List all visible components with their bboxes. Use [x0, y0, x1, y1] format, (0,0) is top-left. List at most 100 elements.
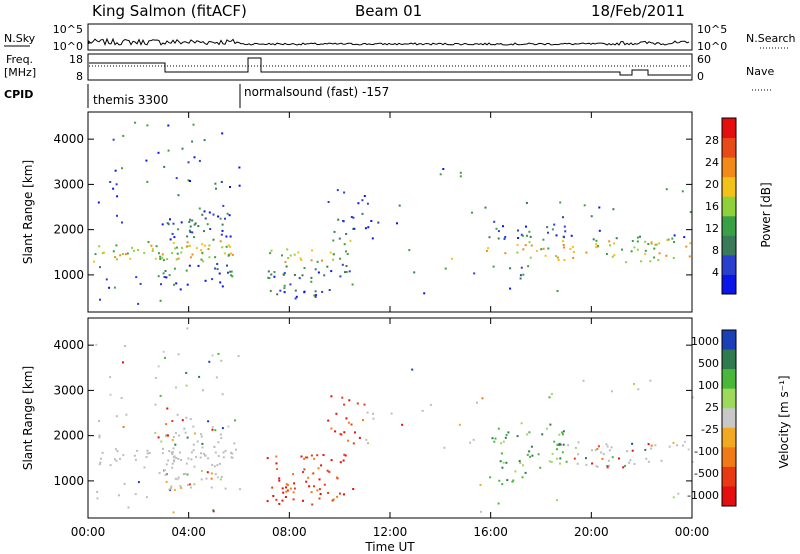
power-point: [598, 229, 601, 232]
velocity-point: [96, 497, 99, 500]
velocity-point: [677, 492, 680, 495]
velocity-point: [230, 456, 233, 459]
velocity-point: [124, 345, 127, 348]
velocity-point: [556, 457, 558, 460]
power-point: [540, 248, 543, 251]
power-point: [227, 254, 230, 257]
velocity-point: [174, 432, 177, 434]
velocity-point: [502, 461, 505, 464]
velocity-point: [318, 488, 321, 491]
power-point: [269, 252, 272, 255]
velocity-point: [207, 457, 210, 460]
velocity-point: [234, 419, 236, 422]
power-point: [350, 216, 353, 218]
power-point: [316, 260, 319, 263]
velocity-point: [327, 419, 330, 422]
velocity-point: [476, 401, 478, 404]
power-point: [683, 236, 686, 239]
velocity-point: [319, 493, 322, 495]
power-point: [212, 213, 215, 216]
power-point: [231, 275, 234, 278]
power-point: [171, 232, 174, 235]
power-point: [227, 271, 229, 274]
velocity-point: [221, 427, 224, 430]
power-point: [332, 253, 335, 256]
power-point: [413, 271, 416, 274]
power-point: [495, 227, 498, 230]
power-point: [633, 246, 636, 249]
velocity-point: [122, 454, 125, 457]
velocity-point: [162, 447, 164, 450]
power-point: [200, 258, 203, 261]
power-point: [198, 207, 201, 210]
velocity-point: [183, 427, 186, 430]
velocity-point: [601, 457, 604, 460]
velocity-point: [115, 415, 118, 418]
power-point: [289, 283, 292, 286]
velocity-point: [96, 490, 99, 493]
power-point: [563, 246, 565, 249]
power-point: [121, 253, 124, 255]
power-point: [105, 278, 108, 281]
velocity-point: [154, 377, 157, 379]
power-point: [665, 188, 668, 191]
colorbar-swatch: [722, 215, 736, 236]
power-point: [563, 225, 566, 228]
power-point: [345, 233, 348, 235]
power-point: [595, 239, 598, 242]
freq-right-tick-bottom: 0: [697, 70, 704, 83]
power-point: [159, 258, 162, 260]
power-point: [197, 225, 200, 228]
power-point: [195, 247, 198, 250]
velocity-point: [577, 441, 580, 444]
velocity-point: [691, 396, 694, 399]
power-point: [230, 270, 233, 273]
velocity-point: [577, 453, 580, 456]
power-point: [528, 241, 531, 244]
power-point: [151, 250, 154, 252]
colorbar-tick-label: 12: [705, 222, 719, 235]
power-point: [208, 256, 211, 259]
power-point: [649, 260, 652, 263]
velocity-point: [347, 439, 349, 442]
power-point: [596, 245, 599, 248]
velocity-point: [200, 470, 203, 472]
power-point: [595, 246, 598, 249]
velocity-point: [576, 462, 579, 465]
power-point: [657, 259, 660, 262]
y-tick-label: 3000: [53, 383, 84, 397]
velocity-point: [184, 472, 187, 475]
colorbar-tick-label: -1000: [687, 489, 719, 502]
velocity-point: [119, 457, 121, 460]
velocity-point: [594, 449, 597, 452]
freq-trace: [89, 57, 691, 76]
velocity-point: [629, 459, 632, 462]
velocity-point: [628, 461, 631, 464]
colorbar-swatch: [722, 176, 736, 197]
velocity-point: [164, 356, 166, 359]
velocity-point: [458, 423, 461, 426]
velocity-point: [328, 470, 331, 473]
velocity-y-ticks: 1000 2000 3000 4000: [53, 338, 692, 488]
power-point: [665, 254, 668, 257]
power-point: [98, 245, 101, 248]
velocity-point: [343, 493, 345, 496]
power-point: [124, 253, 127, 256]
power-point: [283, 291, 286, 294]
velocity-point: [596, 466, 599, 468]
velocity-point: [180, 487, 183, 489]
freq-label-2: [MHz]: [4, 66, 36, 79]
power-point: [556, 290, 559, 292]
power-point: [279, 289, 282, 292]
power-point: [631, 240, 634, 242]
power-point: [295, 295, 298, 298]
power-point: [303, 267, 306, 269]
velocity-point: [562, 430, 565, 433]
colorbar-swatch: [722, 137, 736, 158]
power-point: [161, 253, 164, 256]
velocity-point: [497, 502, 500, 505]
nave-label: Nave: [746, 65, 774, 78]
power-point: [562, 240, 564, 243]
power-point: [338, 237, 341, 240]
power-point: [298, 277, 301, 280]
